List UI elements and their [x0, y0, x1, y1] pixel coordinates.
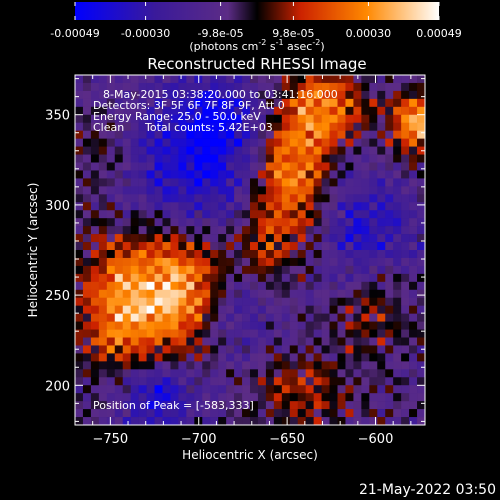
- colorbar: [75, 2, 439, 20]
- y-tick-label: 200: [45, 379, 70, 394]
- x-tick-label: −700: [181, 432, 217, 447]
- y-axis-label: Heliocentric Y (arcsec): [26, 183, 40, 318]
- colorbar-tick-label: 0.00049: [416, 27, 462, 40]
- chart-title: Reconstructed RHESSI Image: [147, 55, 366, 73]
- colorbar-ticks: -0.00049 -0.00030 -9.8e-05 9.8e-05 0.00030 0.…: [50, 2, 462, 40]
- colorbar-tick-label: -9.8e-05: [197, 27, 243, 40]
- y-tick-label: 300: [45, 199, 70, 214]
- annotation-peak: Position of Peak = [-583,333]: [93, 399, 254, 412]
- x-tick-label: −650: [269, 432, 305, 447]
- x-axis-label: Heliocentric X (arcsec): [182, 448, 318, 462]
- colorbar-tick-label: -0.00030: [121, 27, 170, 40]
- y-tick-label: 250: [45, 289, 70, 304]
- annotation-block: 8-May-2015 03:38:20.000 to 03:41:16.000 …: [93, 88, 338, 412]
- annotation-detectors: Detectors: 3F 5F 6F 7F 8F 9F, Att 0: [93, 99, 285, 112]
- heatmap-image: [75, 75, 425, 425]
- footer-timestamp: 21-May-2022 03:50: [359, 482, 496, 498]
- axes: −750 −700 −650 −600 200 250 300 350: [45, 75, 425, 447]
- x-tick-label: −600: [358, 432, 394, 447]
- y-tick-label: 350: [45, 109, 70, 124]
- colorbar-units: (photons cm-2 s-1 asec-2): [189, 38, 324, 53]
- x-tick-label: −750: [92, 432, 128, 447]
- colorbar-tick-label: 9.8e-05: [272, 27, 314, 40]
- annotation-energy: Energy Range: 25.0 - 50.0 keV: [93, 110, 261, 123]
- colorbar-tick-label: 0.00030: [346, 27, 392, 40]
- plot-frame: [74, 74, 426, 426]
- colorbar-tick-label: -0.00049: [50, 27, 99, 40]
- annotation-counts: Total counts: 5.42E+03: [144, 121, 273, 134]
- annotation-method: Clean: [93, 121, 124, 134]
- annotation-time: 8-May-2015 03:38:20.000 to 03:41:16.000: [103, 88, 338, 101]
